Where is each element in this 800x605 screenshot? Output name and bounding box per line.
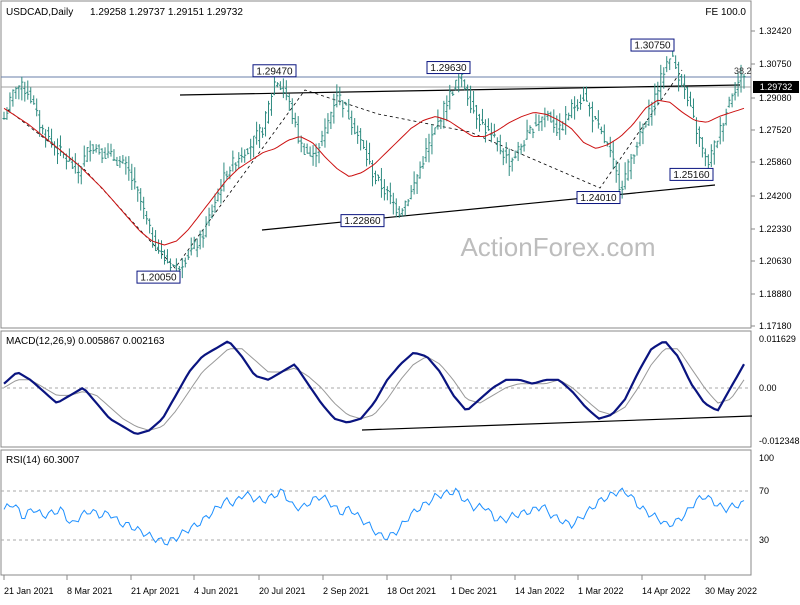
time-axis-label: 18 Oct 2021 — [387, 586, 436, 596]
time-axis-label: 1 Mar 2022 — [578, 586, 624, 596]
price-layer — [2, 40, 746, 279]
pivot-label: 1.30750 — [634, 41, 671, 52]
price-axis-label: 1.27520 — [759, 125, 792, 135]
macd-axis-label: 0.00 — [759, 383, 777, 393]
time-axis-label: 2 Sep 2021 — [323, 586, 369, 596]
rsi-axis-label: 30 — [759, 535, 769, 545]
macd-axis-label: 0.011629 — [759, 334, 796, 344]
current-price-value: 1.29732 — [760, 82, 793, 92]
support-trendline — [261, 184, 716, 231]
time-axis-label: 21 Apr 2021 — [131, 586, 180, 596]
macd-layer — [3, 340, 745, 435]
fib-label: 38.2 — [734, 66, 752, 76]
resistance-trendline — [179, 84, 741, 96]
price-axis-label: 1.20630 — [759, 256, 792, 266]
rsi-axis-label: 70 — [759, 486, 769, 496]
pivot-label: 1.29630 — [430, 63, 467, 74]
pivot-label: 1.22860 — [344, 216, 381, 227]
rsi-layer — [3, 487, 745, 546]
fe-label: FE 100.0 — [705, 7, 746, 18]
time-axis-label: 30 May 2022 — [705, 586, 757, 596]
pivot-label-box — [252, 64, 297, 78]
pivot-label-box — [340, 214, 385, 228]
macd-title: MACD(12,26,9) 0.005867 0.002163 — [6, 336, 165, 347]
pivot-label-box — [630, 38, 675, 52]
price-axis-label: 1.17180 — [759, 321, 792, 331]
time-axis-label: 20 Jul 2021 — [259, 586, 306, 596]
rsi-axis: 100 70 30 — [759, 453, 774, 545]
rsi-title: RSI(14) 60.3007 — [6, 455, 80, 466]
time-axis-label: 1 Dec 2021 — [451, 586, 497, 596]
price-panel-frame — [0, 0, 752, 329]
price-axis-label: 1.18880 — [759, 289, 792, 299]
time-axis-label: 8 Mar 2021 — [67, 586, 113, 596]
pivot-label-box — [136, 270, 181, 284]
time-axis: 21 Jan 2021 8 Mar 2021 21 Apr 2021 4 Jun 20… — [3, 575, 757, 596]
current-price-tag — [753, 81, 799, 93]
price-axis-label: 1.32420 — [759, 26, 792, 36]
sma-line — [3, 99, 745, 246]
wave-dashed-line — [7, 69, 683, 269]
rsi-line — [3, 487, 745, 546]
watermark: ActionForex.com — [460, 232, 655, 262]
price-axis-label: 1.24200 — [759, 191, 792, 201]
symbol-title: USDCAD,Daily — [6, 7, 73, 18]
rsi-panel-frame — [0, 449, 752, 576]
time-axis-label: 21 Jan 2021 — [4, 586, 54, 596]
time-axis-label: 14 Apr 2022 — [642, 586, 691, 596]
time-axis-label: 4 Jun 2021 — [194, 586, 239, 596]
price-axis: 1.32420 1.30750 1.29080 1.27520 1.25860 1.242… — [751, 26, 792, 331]
price-axis-label: 1.30750 — [759, 59, 792, 69]
pivot-label: 1.20050 — [140, 273, 177, 284]
pivot-label: 1.24010 — [580, 193, 617, 204]
macd-main-line — [3, 340, 745, 435]
macd-panel-frame — [0, 330, 752, 448]
pivot-label: 1.25160 — [673, 170, 710, 181]
pivot-label-box — [426, 61, 471, 75]
pivot-label: 1.29470 — [256, 66, 293, 77]
pivot-labels: 1.20050 1.29470 1.22860 1.29630 1.24010 1.307… — [136, 38, 714, 284]
rsi-axis-label: 100 — [759, 453, 774, 463]
macd-signal-line — [3, 348, 745, 431]
pivot-label-box — [669, 167, 714, 181]
price-axis-label: 1.29080 — [759, 93, 792, 103]
price-axis-label: 1.25860 — [759, 157, 792, 167]
ohlc-readout: 1.29258 1.29737 1.29151 1.29732 — [90, 7, 243, 18]
macd-trendline — [361, 415, 753, 431]
time-axis-label: 14 Jan 2022 — [515, 586, 565, 596]
price-axis-label: 1.22330 — [759, 224, 792, 234]
pivot-label-box — [576, 191, 621, 205]
macd-axis: 0.011629 0.00 -0.012348 — [759, 334, 800, 446]
macd-axis-label: -0.012348 — [759, 436, 800, 446]
